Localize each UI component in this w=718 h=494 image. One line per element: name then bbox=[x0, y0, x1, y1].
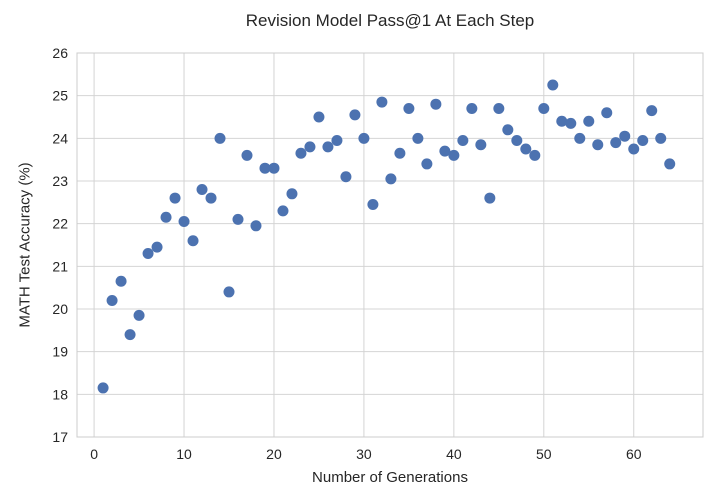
data-point bbox=[421, 158, 433, 170]
x-tick-label: 60 bbox=[626, 446, 642, 462]
data-point bbox=[259, 162, 271, 174]
y-tick-label: 22 bbox=[52, 216, 68, 232]
data-point bbox=[466, 102, 478, 114]
data-point bbox=[133, 309, 145, 321]
data-point bbox=[169, 192, 181, 204]
data-point bbox=[178, 216, 190, 228]
data-point bbox=[223, 286, 235, 298]
data-point bbox=[250, 220, 262, 232]
data-point bbox=[241, 149, 253, 161]
data-point bbox=[430, 98, 442, 110]
plot-border bbox=[76, 52, 704, 438]
data-point bbox=[340, 171, 352, 183]
data-point bbox=[331, 134, 343, 146]
chart-title: Revision Model Pass@1 At Each Step bbox=[245, 11, 535, 30]
y-tick-label: 26 bbox=[52, 45, 68, 61]
data-point bbox=[205, 192, 217, 204]
data-point bbox=[295, 147, 307, 159]
y-axis-label: MATH Test Accuracy (%) bbox=[16, 162, 34, 328]
y-tick-label: 18 bbox=[52, 386, 68, 402]
data-point bbox=[142, 248, 154, 260]
data-point bbox=[304, 141, 316, 153]
data-point bbox=[448, 149, 460, 161]
data-point bbox=[232, 213, 244, 225]
data-point bbox=[403, 102, 415, 114]
data-point bbox=[484, 192, 496, 204]
data-point bbox=[124, 329, 136, 341]
y-tick-label: 23 bbox=[52, 173, 68, 189]
data-point bbox=[565, 117, 577, 129]
y-tick-label: 25 bbox=[52, 88, 68, 104]
data-point bbox=[187, 235, 199, 247]
data-point bbox=[547, 79, 559, 91]
y-tick-label: 24 bbox=[52, 130, 68, 146]
x-tick-label: 30 bbox=[356, 446, 372, 462]
data-point bbox=[376, 96, 388, 108]
data-point bbox=[349, 109, 361, 121]
y-tick-label: 21 bbox=[52, 258, 68, 274]
x-tick-label: 10 bbox=[176, 446, 192, 462]
data-point bbox=[655, 132, 667, 144]
data-point bbox=[367, 198, 379, 210]
data-point bbox=[385, 173, 397, 185]
x-tick-label: 50 bbox=[536, 446, 552, 462]
data-point bbox=[151, 241, 163, 253]
x-tick-label: 0 bbox=[90, 446, 98, 462]
data-point bbox=[286, 188, 298, 200]
y-tick-label: 17 bbox=[52, 429, 68, 445]
data-point bbox=[628, 143, 640, 155]
data-point bbox=[493, 102, 505, 114]
data-point bbox=[646, 105, 658, 117]
data-point bbox=[583, 115, 595, 127]
data-point bbox=[574, 132, 586, 144]
y-tick-label: 20 bbox=[52, 301, 68, 317]
data-point bbox=[475, 139, 487, 151]
data-point bbox=[412, 132, 424, 144]
data-point bbox=[97, 382, 109, 394]
data-point bbox=[511, 134, 523, 146]
data-point bbox=[637, 134, 649, 146]
x-tick-label: 20 bbox=[266, 446, 282, 462]
data-point bbox=[538, 102, 550, 114]
data-point bbox=[610, 137, 622, 149]
data-point bbox=[619, 130, 631, 142]
data-point bbox=[394, 147, 406, 159]
data-point bbox=[601, 107, 613, 119]
data-point bbox=[457, 134, 469, 146]
data-point bbox=[214, 132, 226, 144]
data-point bbox=[556, 115, 568, 127]
data-point bbox=[268, 162, 280, 174]
data-point bbox=[529, 149, 541, 161]
data-point bbox=[502, 124, 514, 136]
x-tick-label: 40 bbox=[446, 446, 462, 462]
data-point bbox=[196, 184, 208, 196]
data-point bbox=[160, 211, 172, 223]
data-point bbox=[115, 275, 127, 287]
data-point bbox=[520, 143, 532, 155]
data-point bbox=[358, 132, 370, 144]
data-point bbox=[664, 158, 676, 170]
data-point bbox=[313, 111, 325, 123]
data-point bbox=[439, 145, 451, 157]
x-axis-label: Number of Generations bbox=[312, 469, 468, 486]
data-point bbox=[322, 141, 334, 153]
data-point bbox=[277, 205, 289, 217]
data-point bbox=[592, 139, 604, 151]
data-point bbox=[106, 294, 118, 306]
y-tick-label: 19 bbox=[52, 344, 68, 360]
